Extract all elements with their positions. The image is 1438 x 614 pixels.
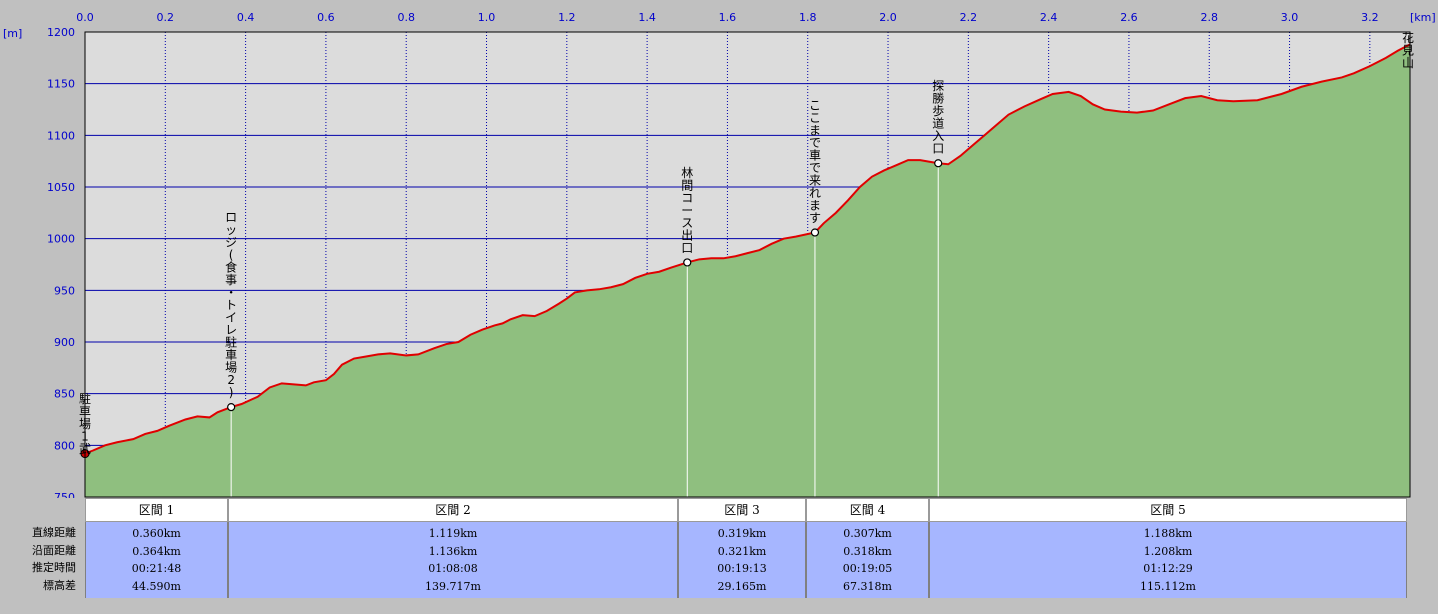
section-value: 67.318m	[843, 579, 892, 593]
section-value: 00:21:48	[131, 562, 182, 575]
waypoint-label: 林間コース出口	[681, 166, 693, 255]
section-value: 115.112m	[1140, 579, 1196, 593]
section-header: 区間 2	[228, 498, 678, 522]
section-value: 0.318km	[843, 544, 892, 558]
x-tick-label: 3.0	[1281, 11, 1299, 24]
waypoint-label: ここまで車で来れます	[809, 98, 821, 224]
x-tick-label: 2.6	[1120, 11, 1138, 24]
waypoint-marker	[810, 228, 820, 237]
section-values: 0.307km 0.318km 00:19:05 67.318m	[806, 522, 929, 598]
section-value: 139.717m	[425, 579, 481, 593]
x-tick-label: 0.6	[317, 11, 335, 24]
x-tick-label: 2.0	[879, 11, 897, 24]
x-tick-label: 2.4	[1040, 11, 1058, 24]
section-value: 29.165m	[717, 579, 767, 593]
y-tick-label: 800	[54, 439, 75, 452]
x-unit-label: [km]	[1410, 11, 1436, 24]
section-value: 01:12:29	[1143, 562, 1193, 575]
section-4: 区間 4 0.307km 0.318km 00:19:05 67.318m	[806, 498, 929, 598]
table-row-labels: 直線距離 沿面距離 推定時間 標高差	[0, 524, 84, 594]
waypoint-label: 探勝歩道入口	[932, 79, 944, 156]
section-value: 1.188km	[1143, 527, 1193, 540]
section-values: 1.188km 1.208km 01:12:29 115.112m	[929, 522, 1407, 598]
section-value: 00:19:05	[842, 562, 893, 575]
section-header: 区間 4	[806, 498, 929, 522]
y-tick-label: 1050	[47, 181, 75, 194]
section-values: 0.319km 0.321km 00:19:13 29.165m	[678, 522, 806, 598]
section-value: 1.119km	[428, 527, 478, 540]
y-tick-label: 950	[54, 284, 75, 297]
section-value: 1.136km	[428, 544, 478, 558]
y-tick-label: 850	[54, 388, 75, 401]
elevation-area	[85, 44, 1410, 498]
waypoint-marker	[683, 258, 692, 267]
section-value: 0.307km	[843, 527, 892, 540]
section-value: 0.319km	[717, 527, 767, 540]
row-label-straight-distance: 直線距離	[32, 526, 76, 539]
y-unit-label: [m]	[3, 27, 22, 40]
section-table: 区間 1 0.360km 0.364km 00:21:48 44.590m 区間…	[85, 498, 1410, 598]
section-value: 1.208km	[1143, 544, 1193, 558]
x-tick-label: 1.0	[478, 11, 496, 24]
plot-border	[84, 31, 1411, 498]
y-tick-label: 1100	[47, 129, 75, 142]
waypoint-label: 花見山	[1402, 30, 1414, 70]
section-value: 44.590m	[132, 579, 181, 593]
waypoint-marker	[934, 159, 943, 168]
section-value: 0.364km	[132, 544, 181, 558]
section-value: 01:08:08	[428, 562, 478, 575]
x-tick-label: 1.6	[719, 11, 737, 24]
y-tick-label: 750	[54, 491, 75, 498]
row-label-surface-distance: 沿面距離	[32, 543, 76, 557]
x-tick-label: 2.2	[960, 11, 978, 24]
section-3: 区間 3 0.319km 0.321km 00:19:13 29.165m	[678, 498, 806, 598]
section-5: 区間 5 1.188km 1.208km 01:12:29 115.112m	[929, 498, 1407, 598]
waypoint-marker	[227, 403, 236, 412]
x-tick-label: 2.8	[1200, 11, 1218, 24]
x-tick-label: 0.0	[76, 11, 94, 24]
y-tick-label: 1150	[47, 78, 75, 91]
section-2: 区間 2 1.119km 1.136km 01:08:08 139.717m	[228, 498, 678, 598]
x-tick-label: 0.4	[237, 11, 255, 24]
x-tick-label: 0.2	[157, 11, 175, 24]
x-tick-label: 1.2	[558, 11, 576, 24]
section-values: 1.119km 1.136km 01:08:08 139.717m	[228, 522, 678, 598]
section-values: 0.360km 0.364km 00:21:48 44.590m	[85, 522, 228, 598]
section-1: 区間 1 0.360km 0.364km 00:21:48 44.590m	[85, 498, 228, 598]
x-tick-label: 0.8	[397, 11, 415, 24]
x-tick-label: 1.8	[799, 11, 817, 24]
y-tick-label: 900	[54, 336, 75, 349]
waypoint-label: ロッジ(食事・トイレ駐車場 2)	[225, 211, 237, 400]
section-header: 区間 5	[929, 498, 1407, 522]
x-tick-label: 1.4	[638, 11, 656, 24]
section-header: 区間 1	[85, 498, 228, 522]
row-label-elevation-diff: 標高差	[43, 578, 76, 592]
row-label-estimated-time: 推定時間	[32, 561, 76, 574]
section-value: 0.321km	[717, 544, 767, 558]
x-tick-label: 3.2	[1361, 11, 1379, 24]
section-value: 00:19:13	[717, 562, 767, 575]
y-tick-label: 1000	[47, 233, 75, 246]
section-value: 0.360km	[132, 527, 181, 540]
y-tick-label: 1200	[47, 26, 75, 39]
section-header: 区間 3	[678, 498, 806, 522]
